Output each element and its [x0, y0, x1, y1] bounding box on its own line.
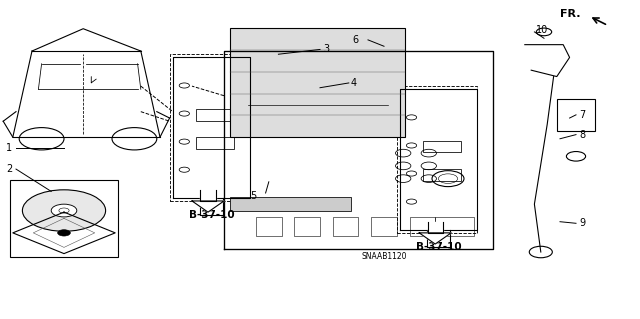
Text: 7: 7	[579, 110, 586, 120]
Bar	[435, 217, 474, 236]
Text: 5: 5	[250, 191, 256, 201]
Bar	[230, 197, 351, 211]
Bar	[256, 217, 282, 236]
Bar	[10, 180, 118, 257]
Text: 3: 3	[323, 44, 330, 55]
Bar	[294, 217, 320, 236]
Polygon shape	[192, 201, 224, 212]
Text: 8: 8	[579, 130, 586, 140]
Bar	[410, 217, 435, 236]
Bar	[397, 86, 477, 233]
Bar	[196, 137, 234, 149]
Bar	[423, 141, 461, 152]
Bar	[170, 54, 250, 201]
Text: 4: 4	[351, 78, 357, 88]
Bar	[423, 169, 461, 181]
Text: 6: 6	[352, 35, 358, 45]
Text: 9: 9	[579, 218, 586, 228]
Bar	[557, 99, 595, 131]
Text: 2: 2	[6, 164, 13, 174]
Text: B-37-10: B-37-10	[189, 210, 234, 220]
Bar	[230, 28, 405, 137]
Polygon shape	[428, 222, 443, 233]
Text: B-37-10: B-37-10	[416, 242, 461, 252]
Text: SNAAB1120: SNAAB1120	[362, 252, 407, 261]
Text: 10: 10	[536, 25, 548, 35]
Polygon shape	[419, 233, 451, 244]
Bar	[333, 217, 358, 236]
Polygon shape	[200, 190, 216, 201]
Circle shape	[58, 230, 70, 236]
Circle shape	[59, 208, 69, 213]
Bar	[371, 217, 397, 236]
Bar	[196, 109, 234, 121]
Circle shape	[51, 204, 77, 217]
Text: 1: 1	[6, 143, 13, 153]
Text: FR.: FR.	[560, 9, 580, 19]
Circle shape	[22, 190, 106, 231]
